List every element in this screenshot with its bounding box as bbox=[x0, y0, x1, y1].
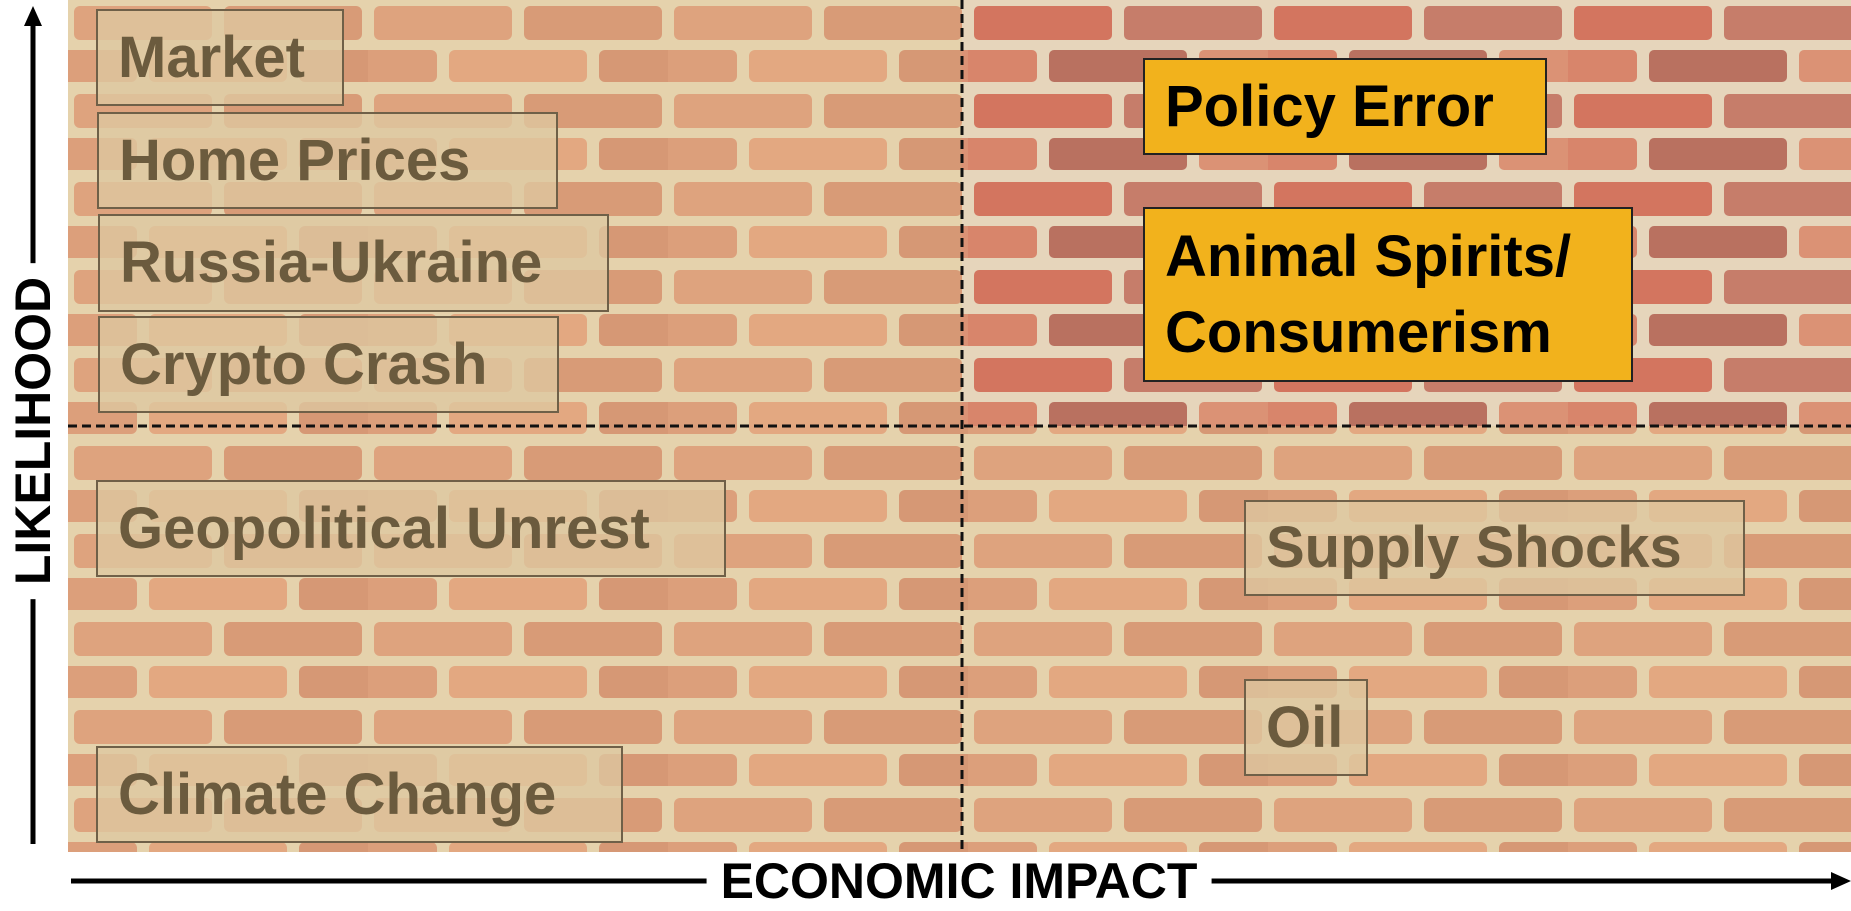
risk-label: Supply Shocks bbox=[1266, 510, 1743, 586]
risk-box: Climate Change bbox=[96, 746, 623, 843]
risk-box: Oil bbox=[1244, 679, 1368, 776]
risk-box: Market bbox=[96, 9, 344, 106]
risk-box: Geopolitical Unrest bbox=[96, 480, 726, 577]
risk-label: Consumerism bbox=[1165, 295, 1631, 371]
risk-label: Home Prices bbox=[119, 123, 556, 199]
risk-box: Animal Spirits/Consumerism bbox=[1143, 207, 1633, 382]
risk-label: Animal Spirits/ bbox=[1165, 219, 1631, 295]
risk-box: Supply Shocks bbox=[1244, 500, 1745, 596]
y-axis-arrowhead bbox=[24, 6, 42, 26]
risk-label: Russia-Ukraine bbox=[120, 225, 607, 301]
risk-box: Crypto Crash bbox=[98, 316, 559, 413]
risk-box: Home Prices bbox=[97, 112, 558, 209]
risk-box: Policy Error bbox=[1143, 58, 1547, 155]
risk-box: Russia-Ukraine bbox=[98, 214, 609, 312]
x-axis-label: ECONOMIC IMPACT bbox=[707, 852, 1212, 910]
risk-label: Geopolitical Unrest bbox=[118, 491, 724, 567]
risk-label: Climate Change bbox=[118, 757, 621, 833]
x-axis-arrowhead bbox=[1831, 872, 1851, 890]
y-axis-label: LIKELIHOOD bbox=[4, 263, 62, 599]
page: LIKELIHOOD ECONOMIC IMPACT Market Home Pr… bbox=[0, 0, 1851, 911]
risk-label: Policy Error bbox=[1165, 69, 1545, 145]
risk-label: Market bbox=[118, 20, 342, 96]
risk-label: Oil bbox=[1266, 690, 1366, 766]
risk-label: Crypto Crash bbox=[120, 327, 557, 403]
